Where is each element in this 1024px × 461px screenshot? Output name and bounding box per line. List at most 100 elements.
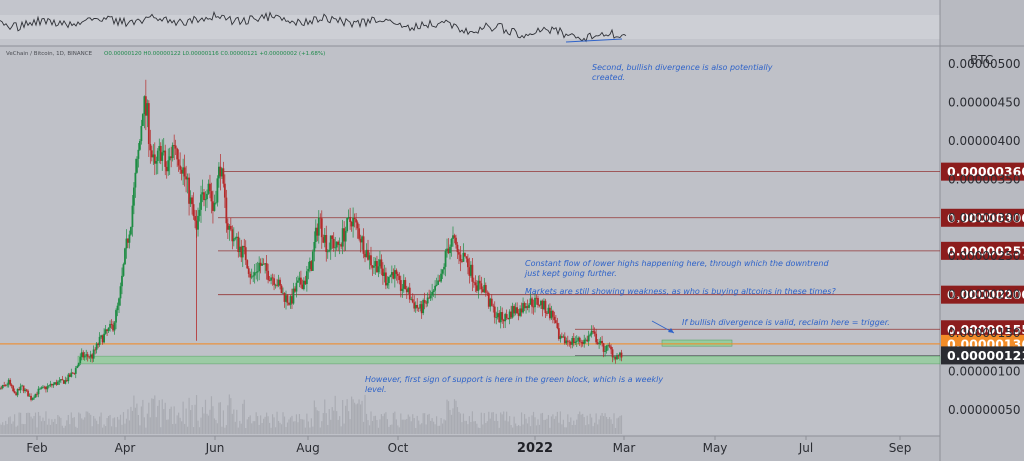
candle-body-149 — [206, 193, 208, 200]
candle-body-117 — [158, 145, 161, 151]
candle-body-266 — [380, 259, 383, 269]
x-tick-label-0: Feb — [26, 441, 47, 455]
candle-body-50 — [58, 380, 61, 382]
support-zone — [77, 355, 941, 365]
candle-body-111 — [149, 143, 152, 151]
candle-body-216 — [305, 271, 308, 285]
candle-body-169 — [235, 236, 238, 238]
candle-body-273 — [390, 272, 393, 276]
candle-body-33 — [33, 397, 35, 399]
candle-body-122 — [165, 166, 168, 172]
candle-body-414 — [601, 340, 603, 344]
candle-body-316 — [455, 237, 457, 245]
candle-body-340 — [490, 298, 493, 306]
candle-body-176 — [246, 260, 249, 269]
candle-body-386 — [559, 336, 562, 339]
candle-body-196 — [276, 284, 278, 286]
candle-body-257 — [367, 249, 369, 260]
candle-body-159 — [220, 168, 223, 177]
candle-body-28 — [25, 389, 28, 391]
candle-body-13 — [3, 384, 6, 386]
candle-body-401 — [581, 342, 584, 344]
candle-body-246 — [350, 221, 353, 227]
candle-body-303 — [435, 284, 438, 286]
y-tick-label-5: 0.00000250 — [948, 249, 1021, 263]
annotation-support-line2: level. — [365, 385, 387, 394]
candle-body-382 — [553, 316, 556, 321]
candle-body-49 — [56, 381, 59, 385]
candle-body-182 — [255, 272, 258, 274]
candle-body-301 — [432, 290, 435, 292]
candle-body-240 — [341, 228, 344, 247]
candle-body-61 — [74, 368, 77, 374]
candle-body-251 — [358, 228, 360, 239]
candle-body-172 — [240, 246, 243, 258]
candle-body-244 — [347, 217, 350, 219]
candle-body-173 — [241, 245, 244, 258]
candle-body-193 — [271, 277, 274, 279]
candle-body-357 — [516, 307, 519, 314]
candle-body-63 — [77, 362, 80, 367]
oscillator-band — [0, 15, 940, 39]
candle-body-231 — [328, 249, 331, 252]
candle-body-175 — [244, 247, 247, 261]
candle-body-405 — [587, 335, 590, 342]
y-tick-label-6: 0.00000200 — [948, 288, 1021, 302]
level-tag-2 — [941, 241, 1024, 260]
candle-body-94 — [124, 248, 126, 265]
candle-body-147 — [203, 192, 205, 201]
candle-body-245 — [349, 217, 352, 222]
candle-body-32 — [31, 398, 34, 400]
candle-body-11 — [0, 387, 3, 389]
level-tag-0 — [941, 162, 1024, 181]
candle-body-300 — [431, 291, 434, 296]
candle-body-187 — [262, 263, 265, 265]
candle-body-408 — [592, 330, 595, 332]
candle-body-46 — [52, 384, 55, 386]
x-tick-label-6: Mar — [613, 441, 636, 455]
candle-body-75 — [95, 343, 98, 350]
candle-body-304 — [437, 280, 439, 285]
candle-body-254 — [362, 236, 365, 254]
candle-body-291 — [417, 307, 420, 309]
candle-body-154 — [213, 202, 216, 211]
candle-body-403 — [584, 339, 587, 341]
candle-body-321 — [462, 252, 465, 262]
candle-body-280 — [401, 288, 404, 291]
candle-body-191 — [268, 279, 271, 281]
candle-body-101 — [134, 172, 137, 188]
candle-body-186 — [261, 263, 264, 266]
candle-body-204 — [288, 302, 290, 305]
candle-body-82 — [106, 329, 108, 331]
candle-body-262 — [374, 261, 377, 267]
candle-body-179 — [250, 276, 253, 278]
candle-body-47 — [53, 382, 56, 385]
x-tick-label-3: Aug — [296, 441, 319, 455]
candle-body-148 — [204, 199, 207, 201]
candle-body-320 — [461, 261, 463, 263]
candle-body-243 — [346, 218, 349, 232]
candle-body-124 — [168, 156, 171, 161]
candle-body-71 — [89, 354, 92, 358]
annotation-lower-highs-line2: just kept going further. — [524, 269, 617, 278]
candle-body-222 — [314, 227, 317, 242]
candle-body-143 — [197, 215, 199, 230]
candle-body-327 — [471, 264, 474, 282]
candle-body-323 — [465, 256, 468, 259]
candle-body-369 — [534, 297, 536, 308]
candle-body-135 — [185, 176, 188, 180]
candle-body-362 — [523, 303, 526, 309]
candle-body-85 — [110, 323, 113, 325]
candle-body-252 — [359, 238, 362, 243]
candle-body-275 — [393, 270, 396, 279]
candle-body-228 — [323, 234, 326, 243]
candle-body-51 — [59, 379, 62, 381]
candle-body-374 — [541, 300, 544, 310]
candle-body-90 — [118, 298, 120, 306]
candle-body-224 — [317, 217, 320, 236]
candle-body-347 — [501, 312, 504, 320]
candle-body-184 — [258, 262, 261, 272]
candle-body-113 — [152, 154, 155, 158]
candle-body-233 — [331, 235, 334, 239]
candle-body-345 — [498, 313, 501, 323]
